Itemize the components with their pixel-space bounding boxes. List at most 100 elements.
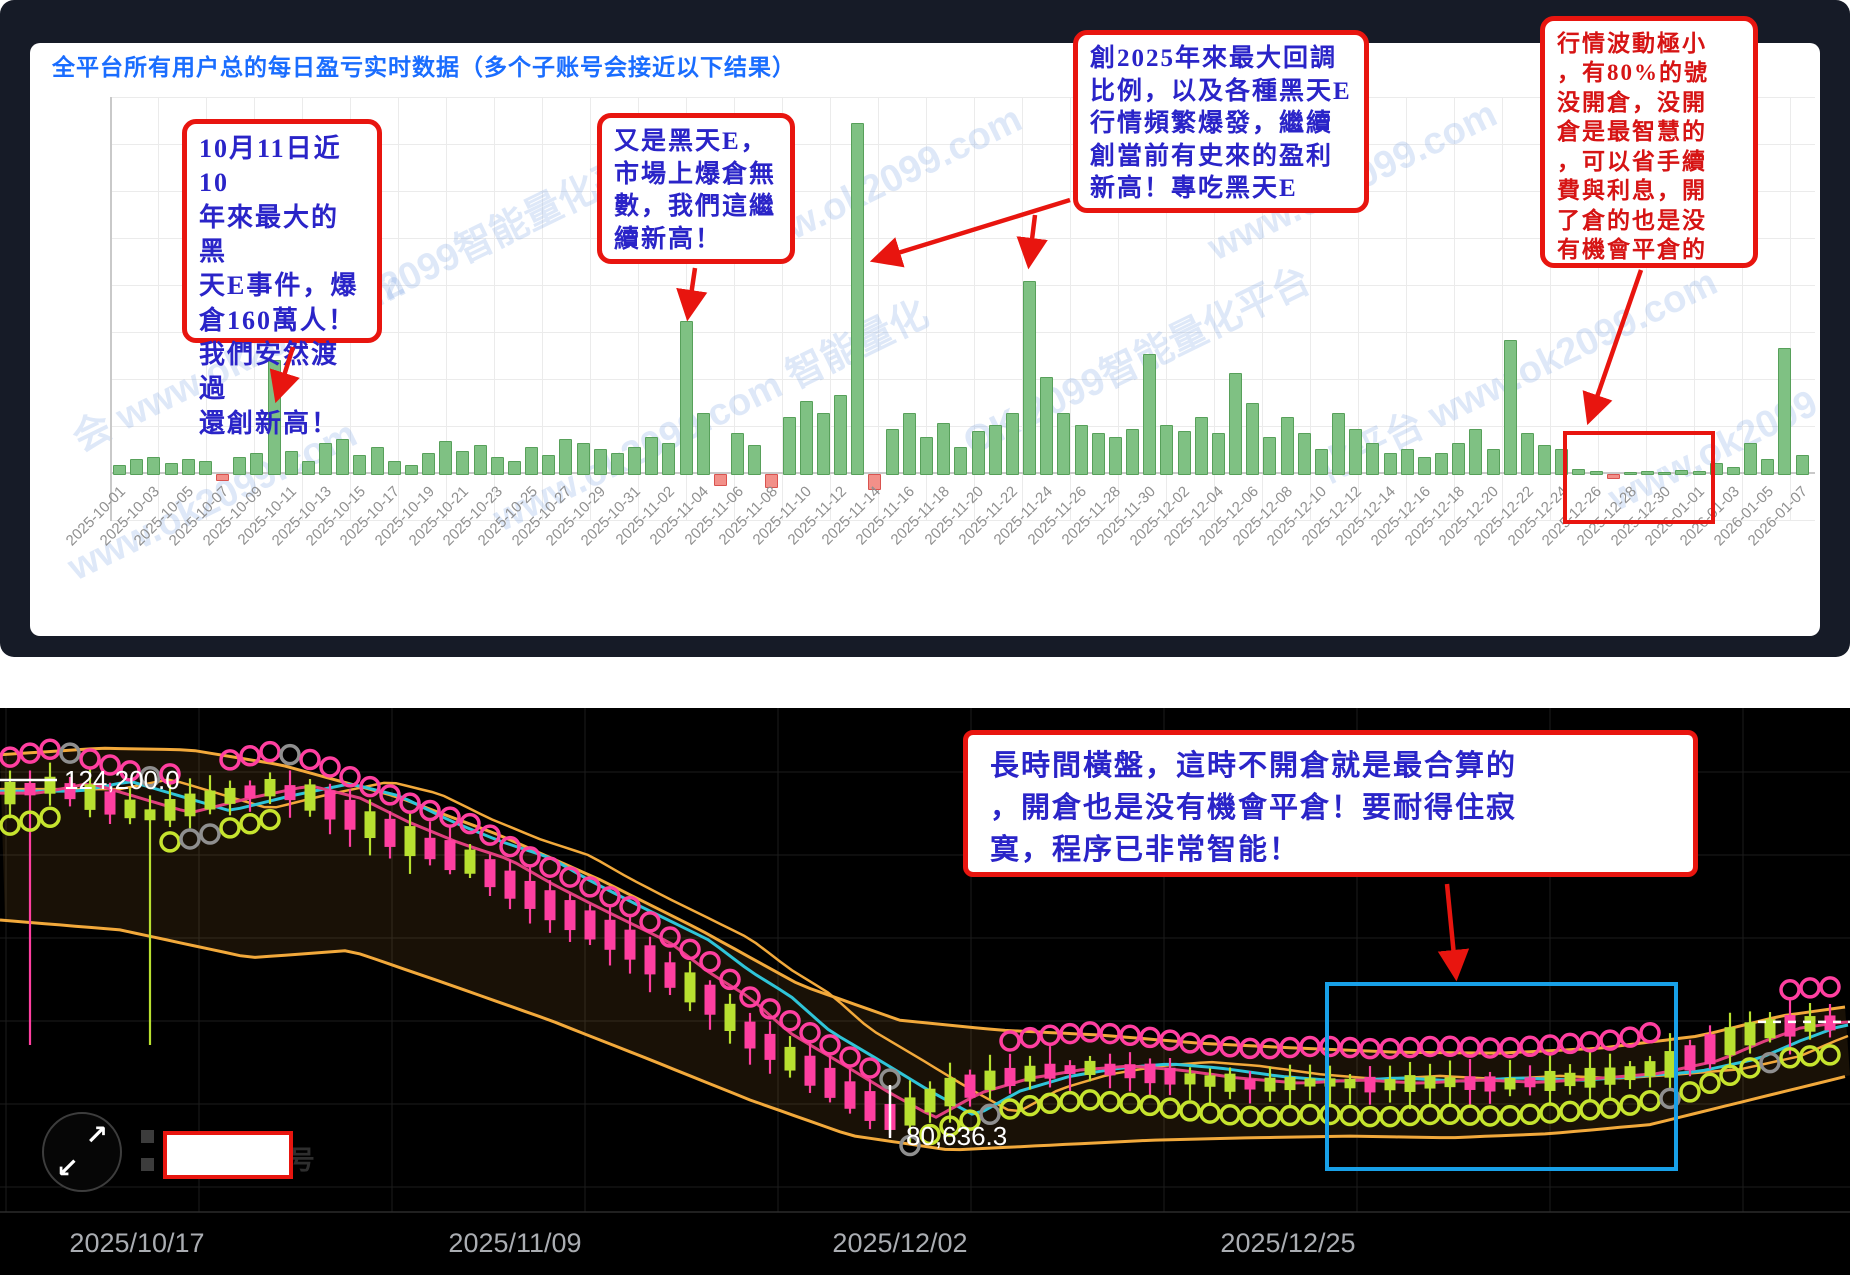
bar — [370, 447, 384, 475]
bar — [559, 439, 573, 475]
bar — [1023, 281, 1036, 475]
bar — [198, 461, 212, 475]
bar — [1641, 471, 1655, 475]
bar — [1280, 417, 1294, 475]
bar — [1074, 425, 1088, 475]
bar — [1366, 443, 1380, 475]
bar — [387, 461, 401, 475]
bar — [1469, 429, 1483, 475]
bar — [1417, 457, 1431, 475]
bar — [1246, 403, 1260, 475]
bar — [731, 433, 745, 475]
bar — [1263, 437, 1277, 475]
bar — [1160, 425, 1174, 475]
price-label-high: 124,200.0 — [64, 765, 180, 795]
bar — [593, 449, 607, 475]
bar — [1040, 377, 1054, 475]
bar — [696, 413, 710, 475]
bar — [885, 429, 899, 475]
bar — [250, 453, 264, 475]
bar — [130, 459, 144, 475]
bar — [628, 447, 642, 475]
bar — [301, 461, 315, 475]
callout-box2: 又是黑天E， 市場上爆倉無 數，我們這繼 續新高！ — [597, 113, 795, 264]
bar — [1314, 449, 1328, 475]
bar — [902, 413, 916, 475]
bar — [284, 451, 298, 475]
candle-x-label: 2025/11/09 — [448, 1228, 582, 1258]
bar — [1229, 373, 1243, 475]
candle-x-label: 2025/10/17 — [69, 1228, 205, 1258]
candle-x-label: 2025/12/02 — [832, 1228, 968, 1258]
arrow-up-right-icon: ↗ — [85, 1120, 108, 1150]
bar-chart-y-axis — [110, 97, 112, 521]
bar — [1778, 348, 1792, 475]
bar — [1795, 455, 1809, 475]
bar — [1177, 431, 1191, 475]
bar — [1332, 413, 1346, 475]
bar — [1692, 471, 1706, 475]
bar — [1623, 472, 1637, 475]
bar — [1606, 474, 1620, 479]
bar — [748, 445, 762, 475]
bar — [645, 437, 659, 475]
bar — [1589, 471, 1603, 475]
bar — [799, 401, 813, 475]
price-label-low: 80,636.3 — [906, 1121, 1007, 1151]
bar — [937, 423, 951, 475]
bar — [439, 441, 453, 475]
bar — [1349, 429, 1363, 475]
bar — [1658, 472, 1672, 475]
bar — [113, 465, 126, 475]
no-trade-highlight-rect — [1563, 431, 1715, 524]
bar — [1486, 449, 1500, 475]
callout-box1: 10月11日近10 年來最大的黑 天E事件，爆 倉160萬人！ 我們安然渡過 還… — [182, 119, 382, 438]
bar — [1005, 413, 1019, 475]
bar — [473, 445, 487, 475]
bar — [919, 437, 933, 475]
candles — [4, 762, 1836, 1143]
bar — [1194, 417, 1208, 475]
bar — [971, 431, 985, 475]
callout-box4: 行情波動極小 ，有80%的號 没開倉，没開 倉是最智慧的 ，可以省手續 費與利息… — [1540, 16, 1758, 268]
bar — [1400, 449, 1414, 475]
bar — [422, 453, 436, 475]
bar — [988, 425, 1002, 475]
sideways-note-callout: 長時間橫盤，這時不開倉就是最合算的 ，開倉也是没有機會平倉！要耐得住寂 寞，程序… — [963, 730, 1698, 877]
bar — [319, 443, 333, 475]
arrow-down-left-icon: ↙ — [56, 1153, 79, 1183]
bar — [851, 123, 865, 475]
bar — [834, 395, 848, 475]
bar — [610, 453, 624, 475]
bar — [662, 443, 676, 475]
bar — [1297, 433, 1311, 475]
bar — [1383, 453, 1397, 475]
logo-checker-square — [141, 1158, 154, 1171]
expand-chart-button[interactable]: ↗ ↙ — [42, 1112, 122, 1192]
trend-markers — [0, 738, 1841, 1157]
bar — [576, 443, 590, 475]
bar — [1057, 413, 1071, 475]
bar — [1126, 429, 1140, 475]
bar — [490, 457, 504, 475]
bar — [181, 459, 195, 475]
bar — [816, 413, 830, 475]
bar — [1726, 467, 1740, 475]
bar — [1538, 445, 1552, 475]
bar — [1435, 453, 1449, 475]
bar — [868, 474, 882, 490]
bar — [679, 321, 693, 475]
bar — [216, 474, 230, 481]
bar — [164, 463, 178, 475]
bar — [1675, 470, 1689, 475]
sideways-highlight-rect — [1325, 982, 1678, 1171]
bar — [507, 461, 521, 475]
bar — [1091, 433, 1105, 475]
redacted-cover-box — [163, 1131, 293, 1179]
callout-box3: 創2025年來最大回調 比例，以及各種黑天E 行情頻繁爆發，繼續 創當前有史來的… — [1073, 30, 1369, 213]
page-title: 全平台所有用户总的每日盈亏实时数据（多个子账号会接近以下结果） — [52, 54, 796, 80]
bar — [456, 451, 470, 475]
bar — [404, 465, 418, 475]
logo-checker-square — [141, 1130, 154, 1143]
bar — [1520, 433, 1534, 475]
